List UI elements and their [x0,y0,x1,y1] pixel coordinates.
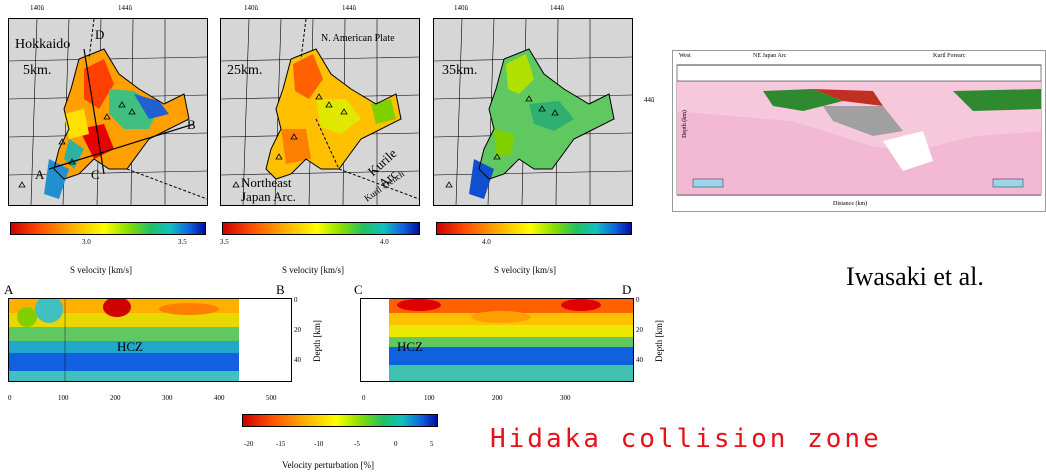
colorbar-tick: 0 [394,440,398,448]
depth-tick: 20 [294,326,301,334]
lon-tick: 144û [550,4,564,12]
section-start-c: C [354,282,363,297]
distance-tick: 300 [560,394,571,402]
lon-tick: 144û [342,4,356,12]
profile-end-c: C [91,167,100,182]
profile-end-d: D [95,27,105,42]
velocity-map-35km: 35km. [433,18,633,206]
distance-tick: 0 [362,394,366,402]
depth-axis-label: Depth [km] [653,320,664,362]
section-ab-plot: HCZ [8,298,292,382]
distance-tick: 100 [424,394,435,402]
colorbar-caption: Velocity perturbation [%] [282,460,374,470]
depth-tick: 0 [294,296,298,304]
direction-label: West [679,53,691,59]
distance-tick: 200 [110,394,121,402]
plate-label: N. American Plate [321,33,395,44]
colorbar-velocity-perturbation [242,414,438,427]
depth-tick: 40 [294,356,301,364]
section-end-b: B [276,282,285,297]
section-cd-plot: HCZ [360,298,634,382]
depth-label: 5km. [23,63,52,78]
colorbar-tick: 4.0 [482,238,491,246]
forearc-label: Kuril Forearc [933,53,966,59]
colorbar-tick: -20 [244,440,254,448]
hcz-label: HCZ [397,339,423,354]
colorbar-s-velocity-35km [436,222,632,235]
section-start-a: A [4,282,14,297]
depth-axis-label: Depth (km) [681,110,688,138]
depth-label: 35km. [442,63,478,78]
profile-end-a: A [35,167,45,182]
lon-tick: 140û [244,4,258,12]
distance-tick: 0 [8,394,12,402]
velocity-map-5km: Hokkaido 5km. D B A C [8,18,208,206]
velocity-map-25km: N. American Plate 25km. Northeast Japan … [220,18,420,206]
arc-label: Japan Arc. [241,189,296,204]
colorbar-tick: -5 [354,440,360,448]
slide-title: Hidaka collision zone [490,424,882,454]
colorbar-s-velocity-25km [222,222,420,235]
section-end-d: D [622,282,632,297]
arc-label: NE Japan Arc [753,53,787,59]
depth-tick: 20 [636,326,643,334]
colorbar-tick: 3.0 [82,238,91,246]
colorbar-tick: -10 [314,440,324,448]
profile-end-b: B [187,117,196,132]
colorbar-s-velocity-5km [10,222,206,235]
colorbar-caption: S velocity [km/s] [282,265,344,275]
depth-axis-label: Depth [km] [311,320,322,362]
iwasaki-profile: West NE Japan Arc Kuril Forearc Depth (k… [672,50,1046,212]
lat-tick: 44û [644,96,655,104]
distance-axis-label: Distance (km) [833,201,868,207]
region-label: Hokkaido [15,37,71,52]
colorbar-caption: S velocity [km/s] [494,265,556,275]
distance-tick: 400 [214,394,225,402]
hcz-label: HCZ [117,339,143,354]
colorbar-caption: S velocity [km/s] [70,265,132,275]
arc-label: Northeast [241,175,292,190]
colorbar-tick: -15 [276,440,286,448]
distance-tick: 200 [492,394,503,402]
distance-tick: 100 [58,394,69,402]
lon-tick: 144û [118,4,132,12]
distance-tick: 300 [162,394,173,402]
citation: Iwasaki et al. [846,262,984,291]
lon-tick: 140û [30,4,44,12]
lon-tick: 140û [454,4,468,12]
distance-tick: 500 [266,394,277,402]
colorbar-tick: 4.0 [380,238,389,246]
depth-tick: 40 [636,356,643,364]
depth-label: 25km. [227,63,263,78]
colorbar-tick: 3.5 [178,238,187,246]
colorbar-tick: 5 [430,440,434,448]
depth-tick: 0 [636,296,640,304]
colorbar-tick: 3.5 [220,238,229,246]
